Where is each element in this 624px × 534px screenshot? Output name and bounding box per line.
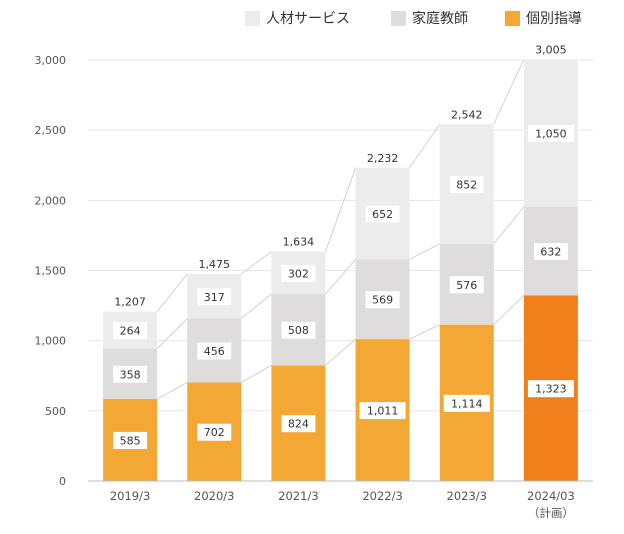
value-label-box — [197, 288, 232, 306]
legend-swatch-jinzai — [245, 10, 260, 26]
connector-line — [409, 324, 440, 340]
legend-swatch-kobetsu — [505, 10, 520, 26]
legend-label: 個別指導 — [526, 11, 582, 27]
value-label: 456 — [204, 345, 225, 358]
value-label: 1,050 — [535, 127, 567, 140]
value-label-box — [197, 342, 232, 360]
x-tick-label: 2023/3 — [447, 489, 487, 503]
value-label-box — [449, 276, 484, 294]
legend-item-jinzai: 人材サービス — [245, 8, 350, 28]
connector-line — [241, 364, 272, 383]
x-tick-label: 2021/3 — [278, 489, 318, 503]
value-label-box — [281, 321, 316, 339]
connector-line — [240, 251, 272, 275]
value-label: 585 — [120, 434, 141, 447]
legend-item-katei: 家庭教師 — [391, 8, 468, 28]
total-label: 3,005 — [535, 43, 567, 56]
connector-line — [156, 273, 188, 312]
axis-layer: 0 500 1,000 1,500 2,000 2,500 3,000 2019/3 2020/… — [35, 54, 593, 520]
value-label: 1,011 — [367, 405, 399, 418]
y-tick-label: 500 — [45, 405, 66, 418]
value-label: 632 — [540, 245, 561, 258]
connector-layer — [156, 59, 525, 400]
total-label: 1,207 — [114, 296, 146, 309]
total-label: 1,634 — [283, 236, 315, 249]
connector-line — [493, 59, 525, 125]
connector-line — [156, 382, 188, 400]
value-label-box — [365, 291, 400, 309]
value-label-box — [365, 205, 400, 223]
x-tick-sublabel: （計画） — [528, 506, 574, 520]
value-label: 1,323 — [535, 383, 567, 396]
y-tick-label: 0 — [59, 475, 66, 488]
legend-label: 人材サービス — [266, 11, 350, 27]
value-label-box — [197, 423, 232, 441]
value-label: 852 — [456, 179, 477, 192]
connector-line — [324, 167, 357, 252]
value-label-box — [113, 322, 148, 340]
connector-line — [493, 206, 525, 245]
x-tick-label: 2019/3 — [110, 489, 150, 503]
value-label-box — [443, 394, 490, 412]
connector-line — [409, 243, 440, 260]
legend: 人材サービス 家庭教師 個別指導 — [0, 8, 624, 30]
value-label: 302 — [288, 267, 309, 280]
value-label: 1,114 — [451, 397, 483, 410]
value-label: 358 — [120, 368, 141, 381]
x-tick-label: 2022/3 — [362, 489, 402, 503]
y-tick-label: 1,000 — [35, 335, 67, 348]
y-tick-label: 2,500 — [35, 124, 67, 137]
value-label-box — [449, 176, 484, 194]
value-label: 576 — [456, 279, 477, 292]
value-label-box — [281, 264, 316, 282]
value-label: 824 — [288, 418, 309, 431]
y-tick-label: 2,000 — [35, 194, 67, 207]
total-label: 2,232 — [367, 152, 399, 165]
y-tick-label: 3,000 — [35, 54, 67, 67]
value-label: 652 — [372, 208, 393, 221]
value-label: 317 — [204, 291, 225, 304]
value-label-box — [527, 380, 574, 398]
value-label: 264 — [120, 325, 141, 338]
legend-swatch-katei — [391, 10, 406, 26]
value-label-box — [359, 402, 406, 420]
x-tick-label: 2020/3 — [194, 489, 234, 503]
connector-line — [240, 293, 272, 319]
label-layer: 585 358 264 1,207 702 456 317 1,475 824 508 302 1,6… — [113, 43, 574, 449]
total-label: 1,475 — [199, 258, 231, 271]
value-label: 508 — [288, 324, 309, 337]
connector-line — [409, 123, 441, 169]
connector-line — [156, 318, 188, 350]
value-label-box — [113, 365, 148, 383]
connector-line — [325, 338, 356, 366]
connector-line — [325, 258, 356, 295]
value-label: 702 — [204, 426, 225, 439]
grid-layer — [88, 59, 593, 412]
value-label-box — [527, 124, 574, 142]
value-label-box — [533, 242, 568, 260]
total-label: 2,542 — [451, 108, 483, 121]
value-label: 569 — [372, 294, 393, 307]
legend-item-kobetsu: 個別指導 — [505, 8, 582, 28]
legend-label: 家庭教師 — [412, 11, 468, 27]
y-tick-label: 1,500 — [35, 265, 67, 278]
x-tick-label: 2024/03 — [527, 489, 575, 503]
value-label-box — [281, 415, 316, 433]
connector-line — [493, 294, 525, 326]
value-label-box — [113, 431, 148, 449]
